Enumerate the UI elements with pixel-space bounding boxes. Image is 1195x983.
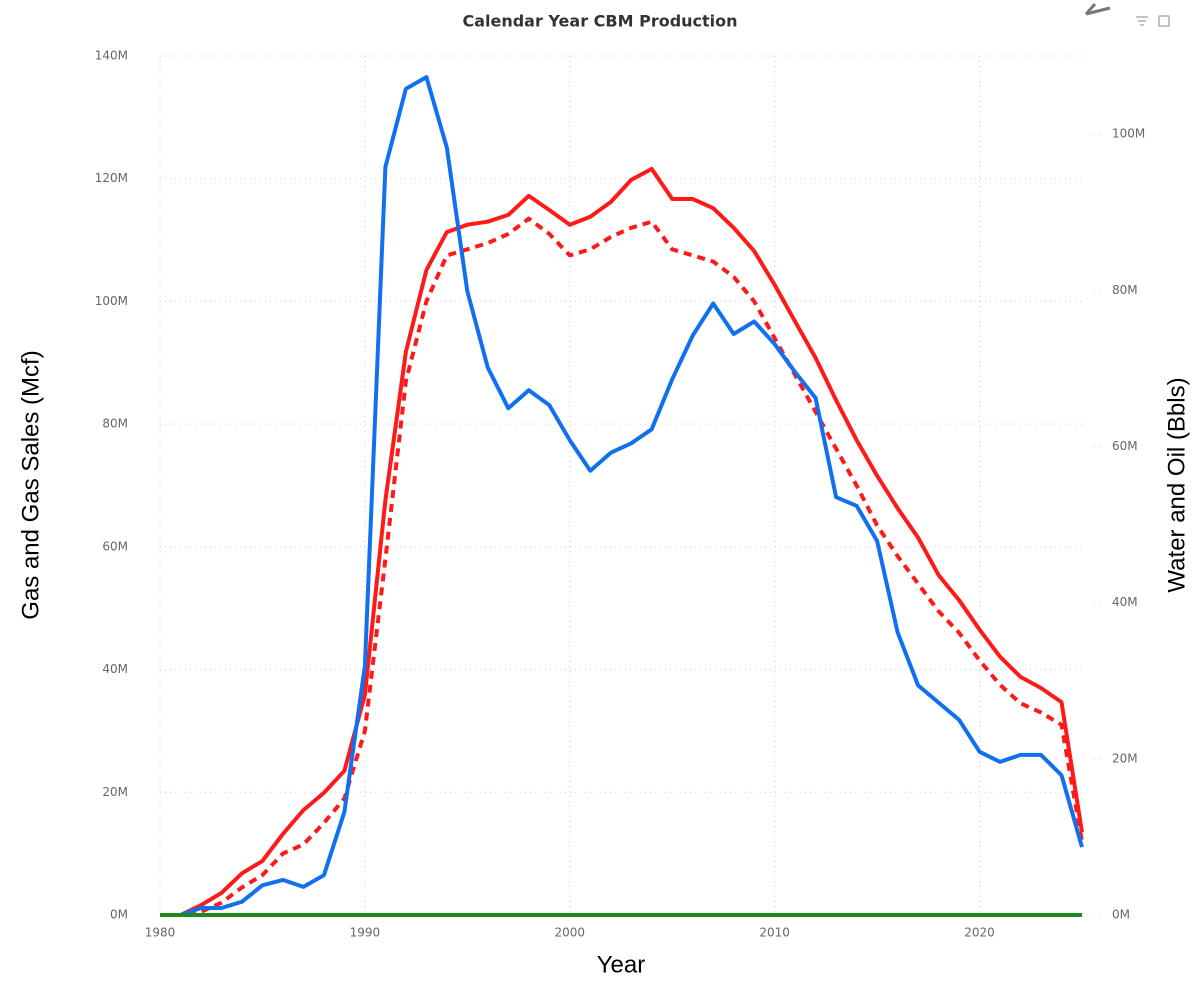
back-icon[interactable] xyxy=(1084,2,1111,16)
y-tick-label: 0M xyxy=(110,908,128,922)
series-line xyxy=(160,216,1084,917)
x-tick-label: 1980 xyxy=(145,926,176,940)
x-axis-label: Year xyxy=(597,951,646,978)
chart-title: Calendar Year CBM Production xyxy=(462,12,737,31)
y2-tick-label: 60M xyxy=(1112,439,1138,453)
y2-tick-label: 100M xyxy=(1112,127,1145,141)
toolbar-icons xyxy=(1084,2,1170,27)
y-tick-label: 60M xyxy=(102,539,128,553)
y-tick-label: 100M xyxy=(95,294,128,308)
y-tick-label: 20M xyxy=(102,785,128,799)
y2-tick-label: 80M xyxy=(1112,283,1138,297)
series-line xyxy=(160,166,1084,917)
x-tick-label: 2010 xyxy=(759,926,790,940)
filter-icon[interactable] xyxy=(1136,16,1148,26)
y-axis-label: Gas and Gas Sales (Mcf) xyxy=(17,350,44,619)
series-line xyxy=(160,75,1084,917)
x-tick-label: 2020 xyxy=(964,926,995,940)
x-tick-label: 2000 xyxy=(555,926,586,940)
y2-tick-label: 20M xyxy=(1112,751,1138,765)
y2-tick-label: 0M xyxy=(1112,908,1130,922)
y-tick-label: 140M xyxy=(95,49,128,63)
y2-tick-label: 40M xyxy=(1112,595,1138,609)
y-tick-label: 40M xyxy=(102,662,128,676)
y-tick-label: 80M xyxy=(102,417,128,431)
x-tick-label: 1990 xyxy=(350,926,381,940)
y2-axis-label: Water and Oil (Bbls) xyxy=(1163,377,1190,592)
focus-icon[interactable] xyxy=(1158,15,1170,27)
y-tick-label: 120M xyxy=(95,171,128,185)
